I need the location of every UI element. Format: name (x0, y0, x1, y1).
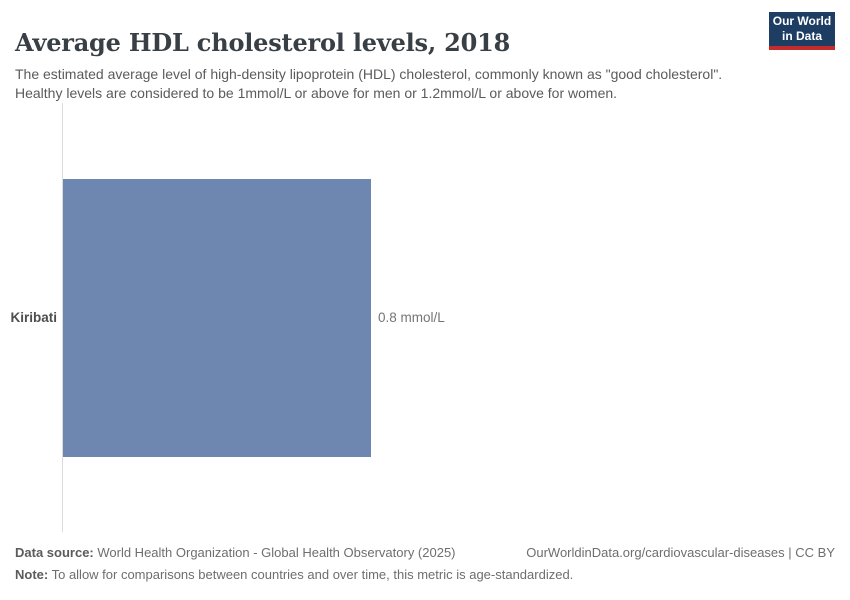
note-text: To allow for comparisons between countri… (48, 567, 574, 582)
data-source-text: World Health Organization - Global Healt… (93, 545, 456, 560)
data-source-label: Data source: (15, 545, 94, 560)
note-line: Note: To allow for comparisons between c… (15, 567, 835, 582)
chart-subtitle: The estimated average level of high-dens… (15, 66, 723, 101)
page-title: Average HDL cholesterol levels, 2018 (15, 28, 511, 58)
owid-logo[interactable]: Our World in Data (769, 12, 835, 50)
y-axis-line (62, 103, 63, 532)
entity-label-kiribati[interactable]: Kiribati (10, 310, 57, 325)
data-source-line: Data source: World Health Organization -… (15, 545, 456, 560)
owid-logo-line1: Our World (772, 14, 832, 28)
bar-kiribati[interactable] (63, 179, 371, 457)
bar-value-label: 0.8 mmol/L (378, 310, 445, 325)
note-label: Note: (15, 567, 49, 582)
chart-footer: Data source: World Health Organization -… (15, 545, 835, 582)
owid-logo-line2: in Data (781, 29, 822, 43)
attribution-link[interactable]: OurWorldinData.org/cardiovascular-diseas… (526, 545, 835, 560)
